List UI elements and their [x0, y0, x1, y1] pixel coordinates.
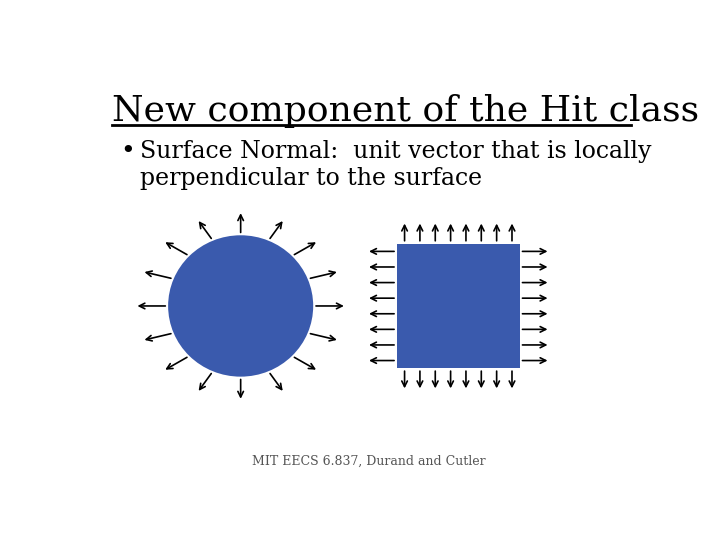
Text: MIT EECS 6.837, Durand and Cutler: MIT EECS 6.837, Durand and Cutler [252, 455, 486, 468]
Text: perpendicular to the surface: perpendicular to the surface [140, 167, 482, 190]
Text: •: • [121, 140, 135, 163]
Text: New component of the Hit class: New component of the Hit class [112, 94, 699, 128]
Ellipse shape [168, 235, 313, 377]
Text: Surface Normal:  unit vector that is locally: Surface Normal: unit vector that is loca… [140, 140, 652, 163]
Bar [397, 244, 520, 368]
